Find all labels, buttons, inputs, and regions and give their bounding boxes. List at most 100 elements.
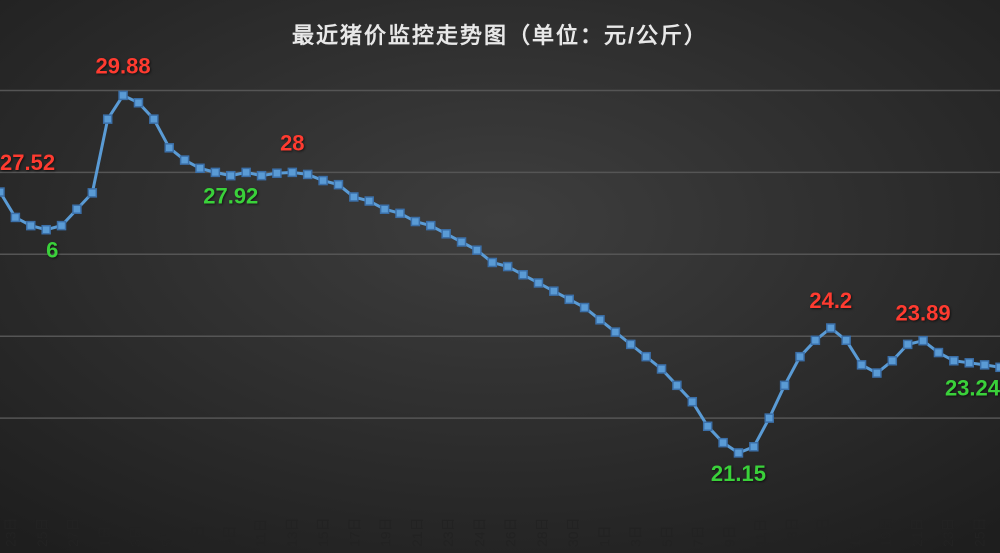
x-axis-label: 23日 [3,517,19,547]
x-axis-label: 11日 [753,518,769,547]
data-marker [0,188,4,196]
data-marker [488,258,496,266]
data-marker [11,213,19,221]
trough-label: 21.15 [711,461,766,486]
x-axis-label: 25日 [34,517,50,547]
x-axis-label: 21日 [409,517,425,547]
data-marker [181,156,189,164]
x-axis-label: 23日 [940,517,956,547]
data-marker [596,316,604,324]
data-marker [473,246,481,254]
trough-label: 23.24 [945,375,1000,400]
data-marker [581,304,589,312]
data-marker [350,193,358,201]
x-axis-label: 1日 [96,525,112,547]
data-marker [27,222,35,230]
data-marker [688,398,696,406]
data-marker [781,381,789,389]
data-marker [919,337,927,345]
x-axis-label: 21日 [909,517,925,547]
data-marker [981,361,989,369]
chart-svg: 27.5229.882824.223.89627.9221.1523.24 23… [0,0,1000,553]
data-marker [273,169,281,177]
data-marker [565,295,573,303]
data-marker [458,238,466,246]
data-marker [904,340,912,348]
chart-container: 27.5229.882824.223.89627.9221.1523.24 23… [0,0,1000,553]
x-axis-label: 1日 [596,525,612,547]
data-marker [365,197,373,205]
peak-label: 23.89 [896,301,951,326]
data-marker [950,357,958,365]
x-axis-label: 9日 [221,525,237,547]
data-marker [827,324,835,332]
data-marker [104,115,112,123]
data-marker [704,422,712,430]
data-marker [719,439,727,447]
data-marker [411,218,419,226]
data-marker [119,91,127,99]
chart-background [0,0,1000,553]
x-axis-label: 19日 [878,517,894,547]
x-axis-label: 23日 [440,517,456,547]
data-marker [165,144,173,152]
data-marker [965,359,973,367]
x-axis-label: 30日 [565,517,581,547]
data-marker [242,168,250,176]
x-axis-label: 15日 [815,517,831,547]
x-axis-label: 13日 [284,517,300,547]
x-axis-label: 13日 [784,517,800,547]
data-marker [134,99,142,107]
peak-label: 28 [280,130,304,155]
x-axis-label: 25日 [971,517,987,547]
data-marker [734,449,742,457]
data-marker [288,168,296,176]
data-marker [858,361,866,369]
x-axis-label: 5日 [659,525,675,547]
x-axis-label: 17日 [346,517,362,547]
data-marker [58,222,66,230]
data-marker [427,222,435,230]
data-marker [750,443,758,451]
data-marker [88,189,96,197]
data-marker [611,328,619,336]
x-axis-label: 17日 [846,517,862,547]
data-marker [150,115,158,123]
data-marker [304,170,312,178]
data-marker [196,164,204,172]
x-axis-label: 3日 [128,525,144,547]
x-axis-label: 9日 [721,525,737,547]
data-marker [381,205,389,213]
data-marker [504,263,512,271]
x-axis-label: 27日 [65,517,81,547]
data-marker [550,287,558,295]
x-axis-label: 7日 [190,525,206,547]
peak-label: 27.52 [0,150,55,175]
x-axis-label: 26日 [503,517,519,547]
data-marker [811,336,819,344]
data-marker [42,226,50,234]
data-marker [534,279,542,287]
data-marker [888,357,896,365]
data-marker [842,336,850,344]
data-marker [319,177,327,185]
data-marker [873,369,881,377]
data-marker [227,172,235,180]
x-axis-label: 3日 [628,525,644,547]
data-marker [334,181,342,189]
peak-label: 24.2 [809,288,852,313]
x-axis-label: 19日 [378,517,394,547]
data-marker [211,168,219,176]
x-axis-label: 5日 [159,525,175,547]
data-marker [396,209,404,217]
data-marker [642,353,650,361]
peak-label: 29.88 [96,53,151,78]
data-marker [796,353,804,361]
x-axis-label: 24日 [471,517,487,547]
data-marker [673,381,681,389]
chart-title: 最近猪价监控走势图（单位：元/公斤） [0,18,1000,50]
data-marker [258,172,266,180]
data-marker [934,349,942,357]
data-marker [519,271,527,279]
x-axis-label: 7日 [690,525,706,547]
